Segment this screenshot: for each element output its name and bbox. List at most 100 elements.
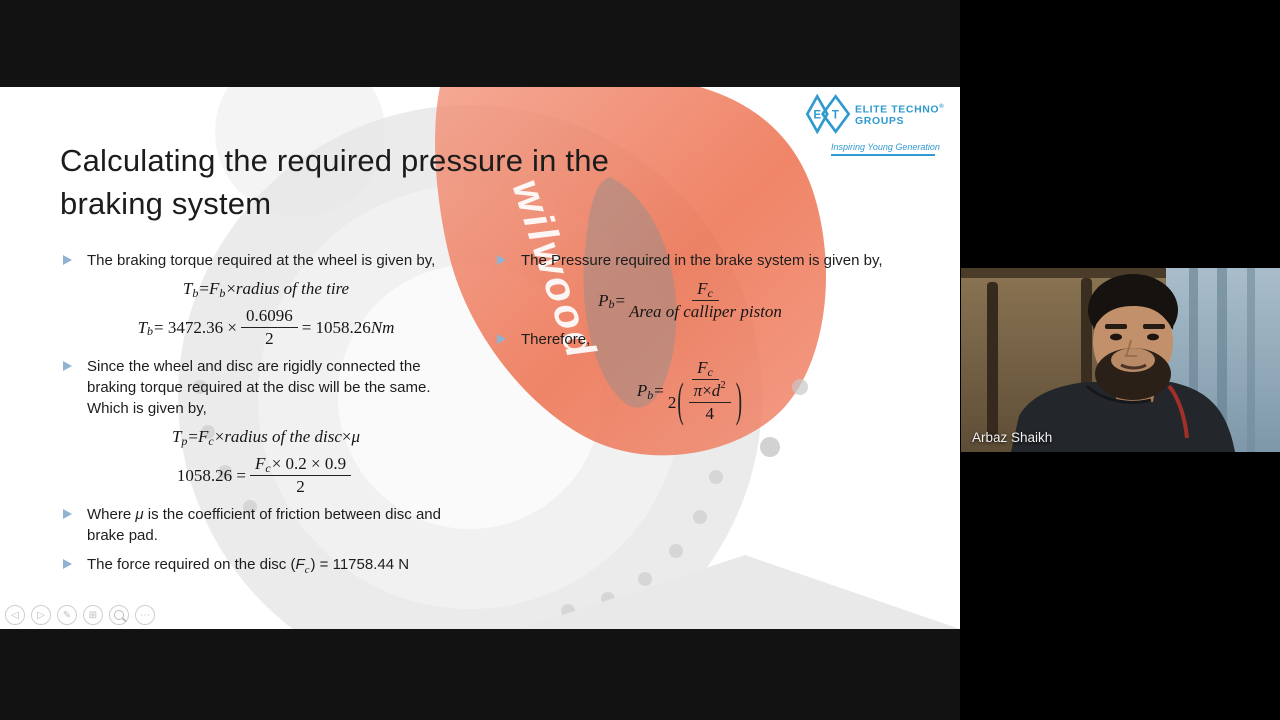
- screen-share-region: wilwood E T ELITE TECHNO®: [0, 0, 960, 720]
- bullet-triangle-icon: [63, 509, 72, 519]
- math-token: =: [199, 279, 209, 298]
- more-options-icon: ⋯: [140, 609, 150, 621]
- bullet-item: Where μ is the coefficient of friction b…: [60, 504, 472, 546]
- see-all-slides-button[interactable]: ⊞: [83, 605, 103, 625]
- math-token: b: [219, 285, 226, 300]
- magnifier-icon: [114, 610, 124, 620]
- bullet-item: The Pressure required in the brake syste…: [494, 250, 890, 271]
- math-token: c: [707, 364, 713, 379]
- math-token: T: [137, 317, 148, 337]
- math-token: μ: [351, 427, 361, 446]
- math-token: ×: [341, 427, 352, 446]
- zoom-button[interactable]: [109, 605, 129, 625]
- logo-tagline: Inspiring Young Generation: [831, 142, 940, 156]
- math-token: F: [697, 279, 708, 298]
- webcam-scene: [961, 268, 1280, 452]
- math-token: F: [198, 427, 209, 446]
- pen-tools-button[interactable]: ✎: [57, 605, 77, 625]
- math-token: Since the wheel and disc are rigidly con…: [87, 358, 431, 417]
- math-token: =: [654, 381, 664, 400]
- slide-column-left: The braking torque required at the wheel…: [60, 250, 472, 585]
- math-token: c: [304, 564, 310, 576]
- math-token: p: [181, 433, 188, 448]
- math-token: =: [615, 290, 626, 310]
- participant-name-label: Arbaz Shaikh: [972, 430, 1053, 445]
- logo-monogram-icon: E T: [805, 93, 851, 135]
- math-token: F: [295, 556, 305, 573]
- svg-text:E: E: [813, 110, 821, 122]
- math-token: 2: [296, 477, 305, 496]
- previous-slide-icon: ◁: [11, 609, 19, 621]
- math-token: = 3472.36 ×: [154, 317, 237, 337]
- svg-text:T: T: [832, 110, 839, 122]
- slide-title: Calculating the required pressure in the…: [60, 143, 610, 221]
- math-token: (π × d 2 4): [677, 375, 743, 428]
- math-token: b: [608, 297, 615, 311]
- math-token: =: [188, 427, 198, 446]
- logo-name: ELITE TECHNO® GROUPS: [855, 103, 945, 128]
- math-token: Nm: [370, 317, 395, 337]
- bullet-triangle-icon: [497, 255, 506, 265]
- math-token: c: [265, 460, 271, 475]
- bullet-triangle-icon: [497, 334, 506, 344]
- previous-slide-button[interactable]: ◁: [5, 605, 25, 625]
- bullet-item: The force required on the disc (Fc) = 11…: [60, 554, 472, 577]
- next-slide-button[interactable]: ▷: [31, 605, 51, 625]
- math-token: μ: [135, 506, 144, 523]
- math-token: The braking torque required at the wheel…: [87, 252, 436, 269]
- math-token: ×: [702, 381, 712, 400]
- math-token: The force required on the disc (: [87, 556, 296, 573]
- math-token: c: [707, 285, 713, 300]
- math-token: c: [208, 433, 214, 448]
- bullet-item: The braking torque required at the wheel…: [60, 250, 472, 271]
- math-token: 0.6096 2: [240, 306, 298, 349]
- presentation-slide: wilwood E T ELITE TECHNO®: [0, 87, 960, 629]
- math-token: ) = 11758.44 N: [310, 556, 410, 573]
- math-token: = 1058.26: [301, 317, 371, 337]
- math-token: d: [711, 381, 721, 400]
- math-token: is the coefficient of friction between d…: [87, 506, 441, 544]
- math-token: 2: [265, 329, 274, 348]
- math-token: ×: [226, 279, 236, 298]
- math-token: Therefore,: [521, 331, 591, 348]
- slideshow-toolbar: ◁ ▷ ✎ ⊞ ⋯: [5, 605, 155, 625]
- bullet-triangle-icon: [63, 255, 72, 265]
- math-token: radius of the disc: [224, 427, 342, 446]
- math-token: π: [693, 381, 703, 400]
- math-token: T: [182, 279, 193, 298]
- brake-disc-background-image: wilwood: [178, 87, 960, 629]
- math-token: P: [636, 381, 648, 400]
- bullet-item: Since the wheel and disc are rigidly con…: [60, 356, 472, 419]
- math-token: F: [697, 358, 708, 377]
- more-options-button[interactable]: ⋯: [135, 605, 155, 625]
- math-token: F: [208, 279, 220, 298]
- math-token: Area of calliper piston: [629, 302, 782, 321]
- bullet-triangle-icon: [63, 361, 72, 371]
- math-token: Where: [87, 506, 136, 523]
- math-token: 1058.26 =: [176, 465, 246, 485]
- webcam-video[interactable]: Arbaz Shaikh: [961, 268, 1280, 452]
- math-token: b: [147, 324, 154, 338]
- math-token: P: [598, 290, 609, 310]
- elite-techno-groups-logo: E T ELITE TECHNO® GROUPS Inspiring Young…: [805, 92, 953, 156]
- math-token: The Pressure required in the brake syste…: [521, 252, 883, 269]
- math-token: 0.6096: [245, 306, 293, 325]
- participants-panel: Arbaz Shaikh: [960, 0, 1280, 720]
- math-token: T: [171, 427, 182, 446]
- bullet-item: Therefore,: [494, 329, 890, 350]
- math-token: F: [254, 454, 266, 473]
- next-slide-icon: ▷: [37, 609, 45, 621]
- see-all-slides-icon: ⊞: [88, 609, 98, 621]
- math-token: 2: [667, 392, 677, 412]
- slide-column-right: The Pressure required in the brake syste…: [494, 250, 890, 431]
